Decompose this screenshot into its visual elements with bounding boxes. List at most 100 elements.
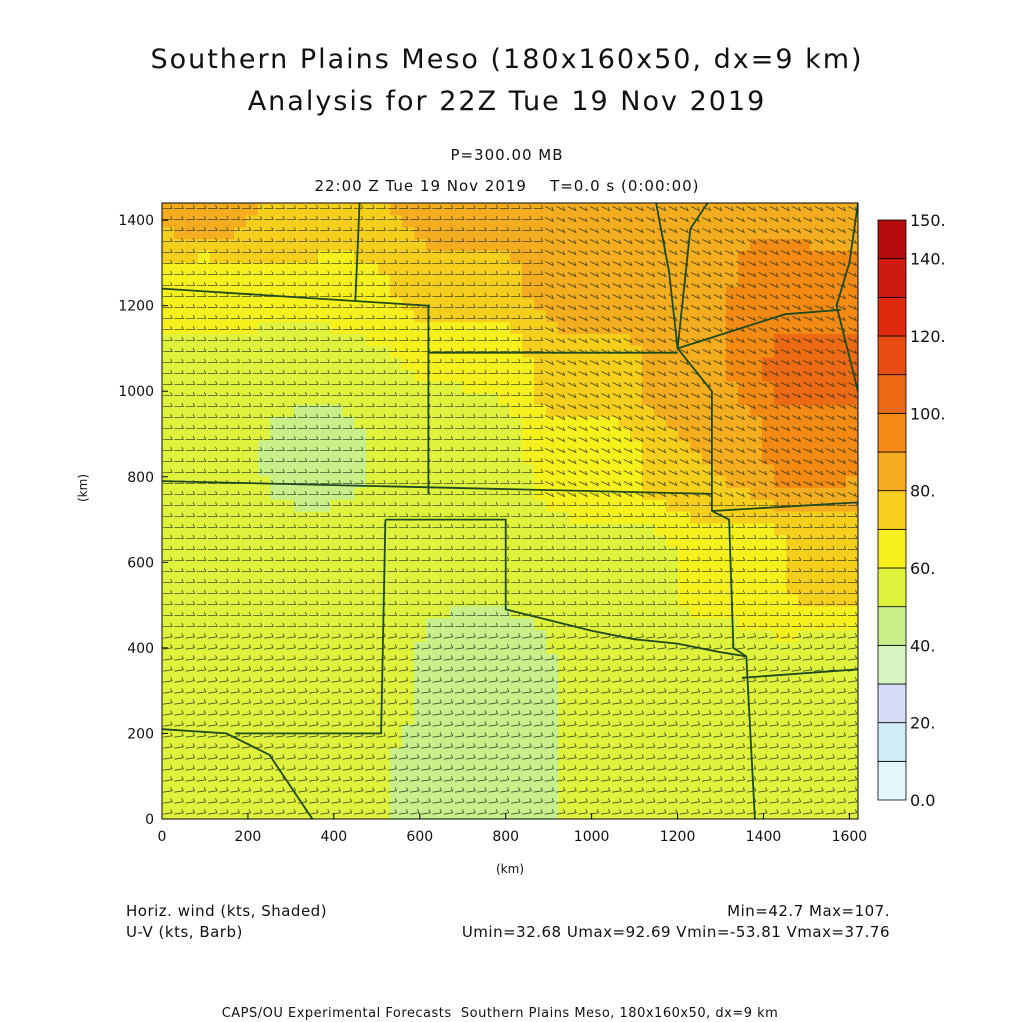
wind-barb bbox=[286, 710, 297, 716]
shaded-cell bbox=[534, 570, 547, 583]
shaded-cell bbox=[198, 226, 211, 240]
shaded-cell bbox=[474, 570, 487, 583]
shaded-cell bbox=[198, 274, 211, 287]
shaded-cell bbox=[726, 724, 739, 737]
shaded-cell bbox=[258, 546, 271, 559]
shaded-cell bbox=[306, 463, 319, 477]
shaded-cell bbox=[162, 736, 175, 749]
wind-barb bbox=[252, 644, 263, 650]
wind-barb bbox=[286, 237, 297, 242]
shaded-cell bbox=[510, 736, 523, 749]
shaded-cell bbox=[786, 238, 799, 251]
shaded-cell bbox=[594, 807, 607, 819]
shaded-cell bbox=[354, 629, 367, 642]
shaded-cell bbox=[834, 736, 847, 749]
shaded-cell bbox=[438, 357, 451, 370]
wind-barb bbox=[309, 435, 319, 440]
shaded-cell bbox=[186, 214, 199, 228]
shaded-cell bbox=[414, 451, 427, 465]
shaded-cell bbox=[618, 309, 631, 323]
shaded-cell bbox=[714, 250, 727, 263]
shaded-cell bbox=[822, 522, 835, 536]
shaded-cell bbox=[366, 712, 379, 725]
shaded-cell bbox=[630, 404, 643, 417]
shaded-cell bbox=[306, 534, 319, 548]
shaded-cell bbox=[330, 404, 343, 417]
shaded-cell bbox=[462, 428, 475, 441]
shaded-cell bbox=[666, 676, 679, 690]
shaded-cell bbox=[642, 617, 655, 631]
shaded-cell bbox=[330, 274, 343, 287]
shaded-cell bbox=[366, 203, 379, 216]
shaded-cell bbox=[246, 795, 259, 808]
shaded-cell bbox=[438, 428, 451, 441]
wind-barb bbox=[275, 435, 286, 440]
shaded-cell bbox=[594, 771, 607, 785]
wind-barb bbox=[297, 358, 308, 363]
shaded-cell bbox=[534, 250, 547, 263]
shaded-cell bbox=[354, 439, 367, 453]
wind-barb bbox=[252, 490, 263, 495]
shaded-cell bbox=[174, 736, 187, 749]
shaded-cell bbox=[582, 274, 595, 287]
shaded-cell bbox=[474, 250, 487, 263]
shaded-cell bbox=[186, 593, 199, 607]
shaded-cell bbox=[642, 380, 655, 394]
shaded-cell bbox=[786, 428, 799, 441]
shaded-cell bbox=[762, 795, 775, 808]
shaded-cell bbox=[450, 736, 463, 749]
wind-barb bbox=[297, 578, 308, 583]
shaded-cell bbox=[294, 321, 307, 334]
shaded-cell bbox=[282, 428, 295, 441]
wind-barb bbox=[163, 809, 173, 815]
shaded-cell bbox=[186, 357, 199, 370]
valid-time-label: 22:00 Z Tue 19 Nov 2019 T=0.0 s (0:00:00… bbox=[314, 177, 700, 195]
shaded-cell bbox=[534, 712, 547, 725]
wind-barb bbox=[219, 644, 229, 650]
wind-barb bbox=[196, 721, 207, 727]
shaded-cell bbox=[162, 688, 175, 702]
shaded-cell bbox=[318, 629, 331, 642]
shaded-cell bbox=[330, 392, 343, 405]
shaded-cell bbox=[738, 487, 751, 500]
shaded-cell bbox=[402, 368, 415, 382]
shaded-cell bbox=[558, 345, 571, 358]
shaded-cell bbox=[714, 297, 727, 311]
shaded-cell bbox=[654, 665, 667, 678]
shaded-cell bbox=[642, 534, 655, 548]
shaded-cell bbox=[786, 582, 799, 595]
shaded-cell bbox=[486, 357, 499, 370]
wind-barb bbox=[163, 556, 173, 561]
wind-barb bbox=[219, 358, 229, 363]
shaded-cell bbox=[510, 203, 523, 216]
wind-barb bbox=[208, 237, 218, 242]
shaded-cell bbox=[342, 214, 355, 228]
shaded-cell bbox=[378, 795, 391, 808]
wind-barb bbox=[241, 545, 252, 550]
wind-barb bbox=[297, 611, 308, 616]
wind-barb bbox=[331, 303, 342, 308]
shaded-cell bbox=[522, 641, 535, 654]
shaded-cell bbox=[522, 582, 535, 595]
shaded-cell bbox=[522, 285, 535, 299]
shaded-cell bbox=[822, 345, 835, 358]
shaded-cell bbox=[294, 439, 307, 453]
shaded-cell bbox=[738, 747, 751, 761]
wind-barb bbox=[264, 699, 274, 705]
shaded-cell bbox=[462, 629, 475, 642]
wind-barb bbox=[219, 809, 229, 815]
shaded-cell bbox=[750, 262, 763, 275]
wind-barb bbox=[297, 204, 308, 209]
shaded-cell bbox=[234, 368, 247, 382]
wind-barb bbox=[230, 358, 241, 363]
wind-barb bbox=[252, 545, 263, 550]
shaded-cell bbox=[402, 724, 415, 737]
shaded-cell bbox=[270, 475, 283, 488]
wind-barb bbox=[252, 391, 263, 396]
wind-barb bbox=[174, 512, 184, 517]
shaded-cell bbox=[402, 416, 415, 429]
wind-barb bbox=[264, 270, 274, 275]
shaded-cell bbox=[474, 724, 487, 737]
shaded-cell bbox=[714, 534, 727, 548]
shaded-cell bbox=[846, 392, 858, 405]
